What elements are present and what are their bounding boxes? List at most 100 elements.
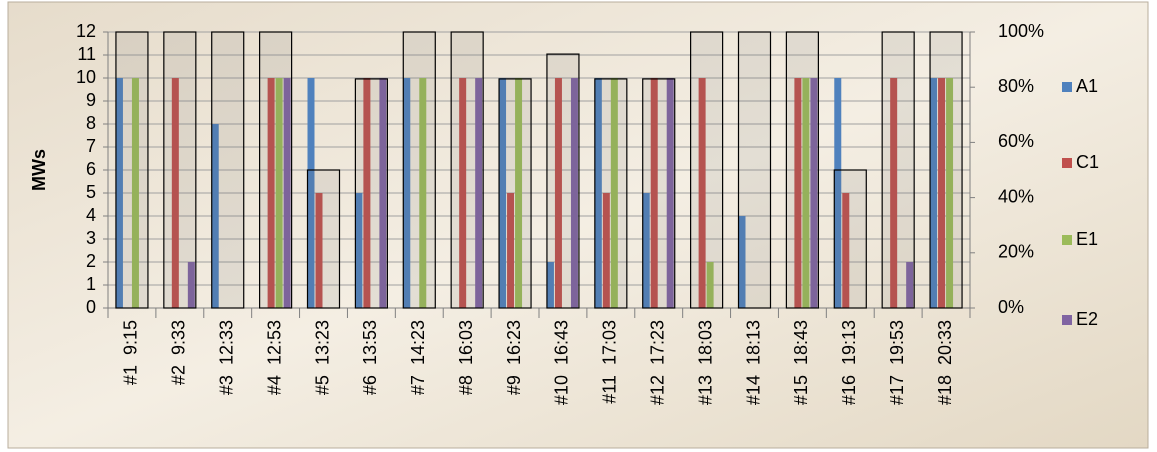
outline-bar bbox=[785, 31, 819, 309]
x-tick-label: #15 18:43 bbox=[791, 320, 811, 405]
bar bbox=[802, 78, 810, 308]
y2-tick-label: 40% bbox=[998, 186, 1034, 206]
y2-tick-label: 0% bbox=[998, 297, 1024, 317]
y-tick-label: 11 bbox=[77, 44, 96, 64]
bar bbox=[419, 78, 427, 308]
bar bbox=[842, 193, 850, 308]
bar bbox=[379, 78, 387, 308]
outline-bar bbox=[259, 31, 293, 309]
x-tick-label: #4 12:53 bbox=[264, 320, 284, 395]
bar bbox=[403, 78, 411, 308]
x-tick-label: #8 16:03 bbox=[456, 320, 476, 395]
x-tick-label: #7 14:23 bbox=[408, 320, 428, 395]
y-tick-label: 12 bbox=[76, 21, 96, 41]
bar bbox=[171, 78, 179, 308]
outline-bar bbox=[354, 78, 388, 309]
legend-label: A1 bbox=[1076, 76, 1098, 96]
bar bbox=[738, 216, 746, 308]
y2-tick-label: 100% bbox=[998, 21, 1044, 41]
outline-bar bbox=[163, 31, 197, 309]
legend-swatch bbox=[1062, 82, 1072, 92]
bar bbox=[834, 78, 842, 308]
y2-tick-label: 80% bbox=[998, 76, 1034, 96]
outline-bar bbox=[115, 31, 149, 309]
bar bbox=[642, 193, 650, 308]
bar bbox=[507, 193, 515, 308]
outline-bar bbox=[402, 31, 436, 309]
bar bbox=[650, 78, 658, 308]
x-tick-label: #9 16:23 bbox=[504, 320, 524, 395]
y-tick-label: 1 bbox=[86, 274, 96, 294]
bar bbox=[794, 78, 802, 308]
outline-bar bbox=[594, 78, 628, 309]
outline-bar bbox=[450, 31, 484, 309]
x-tick-label: #11 17:03 bbox=[600, 320, 620, 404]
bar bbox=[906, 262, 914, 308]
bar bbox=[570, 78, 578, 308]
legend-swatch bbox=[1062, 158, 1072, 168]
y-tick-label: 7 bbox=[86, 136, 96, 156]
bar bbox=[499, 78, 507, 308]
bar bbox=[187, 262, 195, 308]
x-tick-label: #14 18:13 bbox=[743, 320, 763, 405]
bar bbox=[283, 78, 291, 308]
x-tick-label: #3 12:33 bbox=[216, 320, 236, 395]
bar bbox=[594, 78, 602, 308]
outline-bar bbox=[881, 31, 915, 309]
bar bbox=[363, 78, 371, 308]
x-tick-label: #16 19:13 bbox=[839, 320, 859, 405]
legend-label: E1 bbox=[1076, 229, 1098, 249]
bar bbox=[307, 78, 315, 308]
x-tick-label: #2 9:33 bbox=[169, 320, 189, 385]
bar bbox=[459, 78, 467, 308]
bar bbox=[946, 78, 954, 308]
y2-tick-label: 60% bbox=[998, 131, 1034, 151]
y-tick-label: 10 bbox=[76, 67, 96, 87]
y-tick-label: 0 bbox=[86, 297, 96, 317]
bar bbox=[890, 78, 898, 308]
outline-bar bbox=[929, 31, 963, 309]
bar bbox=[475, 78, 483, 308]
bar bbox=[115, 78, 123, 308]
outline-bar bbox=[833, 169, 867, 309]
bar bbox=[602, 193, 610, 308]
x-tick-label: #13 18:03 bbox=[695, 320, 715, 405]
outline-bar bbox=[546, 53, 580, 309]
y-tick-label: 3 bbox=[86, 228, 96, 248]
bar bbox=[938, 78, 946, 308]
bar bbox=[546, 262, 554, 308]
legend-label: C1 bbox=[1076, 152, 1099, 172]
y-axis-label: MWs bbox=[29, 149, 49, 191]
x-tick-label: #17 19:53 bbox=[887, 320, 907, 405]
outline-bar bbox=[498, 78, 532, 309]
outline-bar bbox=[211, 31, 245, 309]
y-tick-label: 6 bbox=[86, 159, 96, 179]
bar bbox=[666, 78, 674, 308]
chart-background bbox=[7, 1, 1149, 449]
y2-tick-label: 20% bbox=[998, 242, 1034, 262]
y-tick-label: 4 bbox=[86, 205, 96, 225]
y-tick-label: 5 bbox=[86, 182, 96, 202]
bar bbox=[930, 78, 938, 308]
bar bbox=[275, 78, 283, 308]
bar bbox=[267, 78, 275, 308]
bar bbox=[211, 124, 219, 308]
y-tick-label: 9 bbox=[86, 90, 96, 110]
bar bbox=[706, 262, 714, 308]
bar bbox=[315, 193, 323, 308]
outline-bar bbox=[737, 31, 772, 309]
y-tick-label: 8 bbox=[86, 113, 96, 133]
y-tick-label: 2 bbox=[86, 251, 96, 271]
legend-swatch bbox=[1062, 315, 1072, 325]
x-tick-label: #12 17:23 bbox=[647, 320, 667, 405]
legend-swatch bbox=[1062, 235, 1072, 245]
x-tick-label: #5 13:23 bbox=[312, 320, 332, 395]
bar bbox=[610, 78, 618, 308]
legend-label: E2 bbox=[1076, 309, 1098, 329]
outline-bar bbox=[690, 31, 724, 309]
bar bbox=[515, 78, 523, 308]
x-tick-label: #10 16:43 bbox=[552, 320, 572, 405]
outline-bar bbox=[642, 78, 676, 309]
outline-bar bbox=[306, 169, 341, 309]
